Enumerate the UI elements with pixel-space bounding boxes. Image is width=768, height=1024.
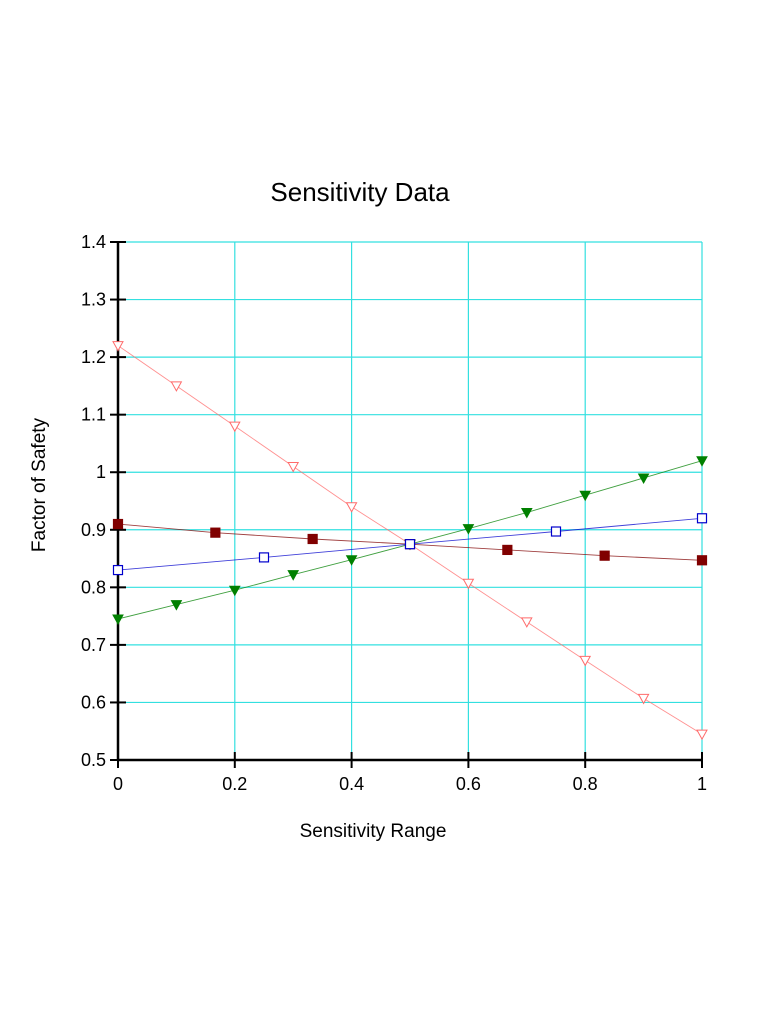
x-tick-label: 0.2 — [222, 774, 247, 794]
data-point-series-3 — [307, 533, 318, 545]
data-point-series-2 — [579, 490, 592, 502]
data-point-series-3 — [696, 555, 708, 566]
data-point-series-3 — [210, 527, 221, 538]
data-point-series-4 — [696, 513, 708, 524]
x-tick-label: 0.8 — [573, 774, 598, 794]
grid — [118, 241, 703, 760]
x-tick-label: 0 — [113, 774, 123, 794]
data-point-series-1 — [637, 693, 650, 705]
data-point-series-3 — [502, 544, 513, 556]
data-point-series-1 — [696, 729, 708, 741]
data-point-series-1 — [345, 502, 358, 513]
data-point-series-2 — [462, 524, 475, 535]
y-tick-label: 1.4 — [81, 232, 106, 252]
x-tick-label: 0.6 — [456, 774, 481, 794]
data-point-series-4 — [550, 526, 562, 537]
data-point-series-1 — [579, 655, 592, 667]
y-tick-label: 0.9 — [81, 520, 106, 540]
data-point-series-4 — [404, 539, 416, 550]
data-point-series-1 — [112, 341, 124, 352]
y-tick-label: 0.7 — [81, 635, 106, 655]
data-point-series-1 — [170, 381, 183, 392]
axes — [110, 241, 703, 768]
data-point-series-4 — [112, 564, 124, 576]
x-axis-label: Sensitivity Range — [300, 821, 447, 842]
y-tick-label: 1.3 — [81, 290, 106, 310]
data-point-series-1 — [228, 421, 241, 433]
y-axis-label: Factor of Safety — [29, 417, 50, 552]
data-point-series-1 — [287, 461, 300, 473]
data-point-series-2 — [112, 614, 124, 626]
chart-title: Sensitivity Data — [270, 177, 450, 207]
y-tick-label: 1 — [96, 462, 106, 482]
y-tick-label: 0.8 — [81, 577, 106, 597]
data-point-series-1 — [462, 578, 475, 590]
data-point-series-2 — [637, 473, 650, 485]
data-point-series-2 — [520, 508, 533, 519]
y-tick-label: 1.2 — [81, 347, 106, 367]
data-point-series-2 — [228, 585, 241, 597]
data-point-series-4 — [258, 552, 270, 563]
y-tick-label: 0.5 — [81, 750, 106, 770]
series-markers — [112, 341, 708, 741]
data-point-series-3 — [112, 518, 124, 530]
y-tick-label: 0.6 — [81, 692, 106, 712]
data-point-series-2 — [287, 570, 300, 581]
data-point-series-2 — [345, 555, 358, 566]
tick-labels: 0.5 0.6 0.7 0.8 0.9 1 1.1 1.2 1.3 1.4 0 0.2 0.4 0.6 0.… — [81, 232, 707, 794]
data-point-series-3 — [599, 550, 610, 561]
data-point-series-2 — [696, 456, 708, 467]
y-tick-label: 1.1 — [81, 405, 106, 425]
x-tick-label: 1 — [697, 774, 707, 794]
data-point-series-1 — [520, 617, 533, 628]
data-point-series-2 — [170, 600, 183, 611]
x-tick-label: 0.4 — [339, 774, 364, 794]
